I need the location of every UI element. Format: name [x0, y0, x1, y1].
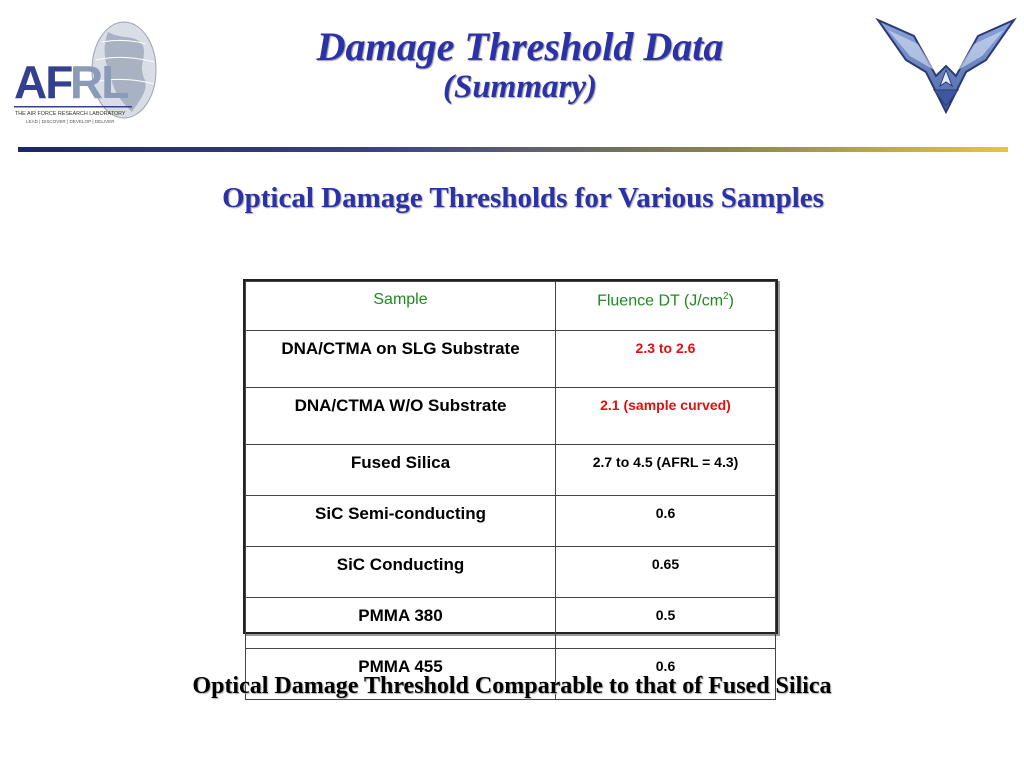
fluence-cell: 0.65 [555, 546, 776, 598]
fluence-cell: 2.3 to 2.6 [555, 330, 776, 388]
title-block: Damage Threshold Data (Summary) [220, 24, 820, 104]
fluence-cell: 2.7 to 4.5 (AFRL = 4.3) [555, 444, 776, 496]
column-header-sample: Sample [245, 281, 556, 331]
svg-text:LEAD | DISCOVER | DEVELOP | DE: LEAD | DISCOVER | DEVELOP | DELIVER [26, 119, 115, 124]
sample-cell: SiC Semi-conducting [245, 495, 556, 547]
page-subtitle: (Summary) [442, 69, 597, 105]
table-row: DNA/CTMA W/O Substrate 2.1 (sample curve… [245, 387, 776, 445]
sample-cell: DNA/CTMA W/O Substrate [245, 387, 556, 445]
table-row: SiC Conducting 0.65 [245, 546, 776, 598]
air-force-wings-icon [875, 17, 1017, 115]
table-row: PMMA 455 0.6 [245, 648, 776, 700]
column-header-fluence: Fluence DT (J/cm2) [555, 281, 776, 331]
conclusion-text: Optical Damage Threshold Comparable to t… [192, 673, 832, 699]
fluence-cell: 2.1 (sample curved) [555, 387, 776, 445]
sample-cell: PMMA 455 [245, 648, 556, 700]
sample-cell: Fused Silica [245, 444, 556, 496]
globe-icon [91, 21, 157, 119]
table-row: DNA/CTMA on SLG Substrate 2.3 to 2.6 [245, 330, 776, 388]
sample-cell: PMMA 380 [245, 597, 556, 649]
damage-threshold-table: Sample Fluence DT (J/cm2) DNA/CTMA on SL… [243, 279, 778, 700]
fluence-cell: 0.6 [555, 648, 776, 700]
table-row: SiC Semi-conducting 0.6 [245, 495, 776, 547]
fluence-cell: 0.6 [555, 495, 776, 547]
fluence-cell: 0.5 [555, 597, 776, 649]
fluence-header-sup: 2 [723, 291, 729, 302]
header-divider [18, 147, 1008, 152]
section-title: Optical Damage Thresholds for Various Sa… [222, 182, 824, 214]
svg-text:THE AIR FORCE RESEARCH LABORAT: THE AIR FORCE RESEARCH LABORATORY [15, 111, 126, 117]
fluence-header-suffix: ) [728, 292, 734, 310]
svg-text:RL: RL [70, 56, 128, 108]
svg-text:AF: AF [14, 56, 72, 108]
afrl-logo: AF RL THE AIR FORCE RESEARCH LABORATORY … [14, 21, 157, 124]
page-title: Damage Threshold Data [316, 24, 724, 69]
table-row: Fused Silica 2.7 to 4.5 (AFRL = 4.3) [245, 444, 776, 496]
fluence-header-text: Fluence DT (J/cm [597, 292, 724, 310]
sample-cell: SiC Conducting [245, 546, 556, 598]
sample-cell: DNA/CTMA on SLG Substrate [245, 330, 556, 388]
table-row: PMMA 380 0.5 [245, 597, 776, 649]
